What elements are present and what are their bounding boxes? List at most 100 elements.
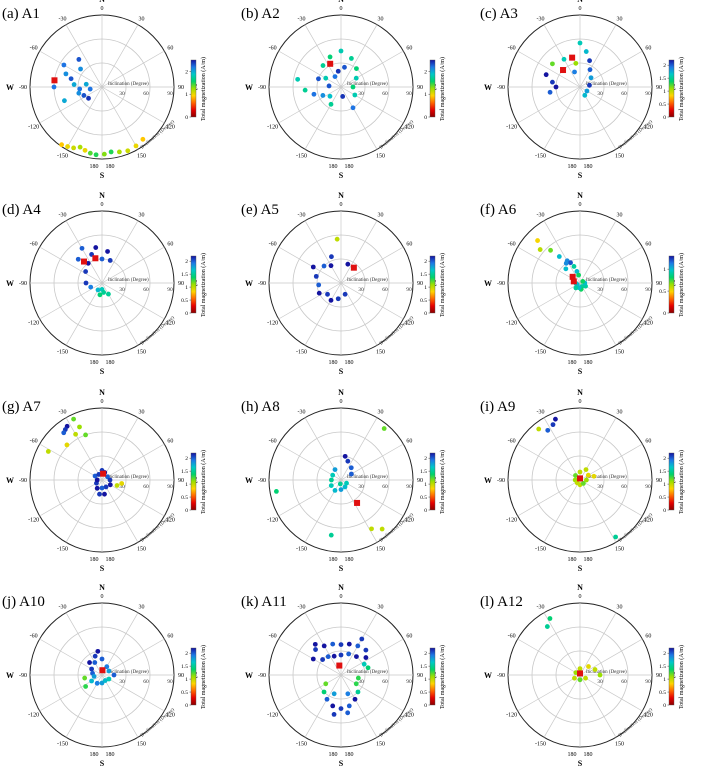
declination-tick-label: 60: [167, 46, 173, 52]
declination-tick-label: -30: [537, 213, 545, 219]
magnetization-point: [584, 477, 589, 483]
colorbar: [190, 255, 197, 314]
magnetization-point: [355, 675, 361, 681]
declination-spoke: [39, 50, 103, 88]
declination-tick-label: -90: [258, 478, 266, 484]
inclination-tick-label: 90: [645, 287, 651, 293]
declination-spoke: [579, 479, 617, 543]
colorbar-tick-label: 0: [185, 703, 188, 709]
magnetization-point: [82, 147, 88, 153]
inclination-axis-label: Inclination (Degree): [586, 670, 627, 675]
declination-axis-label: Declination (Degree): [140, 315, 176, 346]
magnetization-point: [79, 245, 85, 251]
reference-square: [569, 54, 576, 61]
inclination-tick-label: 30: [597, 679, 603, 685]
magnetization-point: [345, 710, 351, 716]
inclination-tick-label: 90: [406, 91, 412, 97]
magnetization-point: [580, 480, 586, 486]
magnetization-point: [353, 75, 359, 81]
magnetization-point: [312, 641, 318, 647]
inclination-tick-label: 30: [597, 287, 603, 293]
stereonet-panel: (d) A4 0306090120150180-150-120-90-60-301…: [2, 191, 207, 376]
compass-south: S: [100, 367, 105, 376]
declination-spoke: [579, 479, 643, 517]
inclination-axis-label: Inclination (Degree): [108, 670, 149, 675]
panel-title: (b) A2: [241, 6, 280, 22]
declination-tick-label: -60: [269, 242, 277, 248]
declination-spoke: [340, 638, 404, 676]
inclination-tick-label: 90: [167, 484, 173, 490]
declination-spoke: [101, 246, 165, 284]
declination-tick-label: -60: [30, 242, 38, 248]
compass-north: N: [577, 191, 583, 200]
magnetization-point: [568, 260, 573, 266]
declination-tick-label: 0: [340, 594, 343, 600]
declination-tick-label: 0: [101, 399, 104, 405]
magnetization-point: [548, 247, 553, 253]
magnetization-point: [537, 247, 543, 252]
declination-tick-label: 60: [406, 242, 412, 248]
declination-tick-label: 180: [90, 752, 99, 758]
magnetization-point: [342, 64, 347, 70]
declination-tick-label: 180: [584, 557, 593, 563]
magnetization-point: [583, 467, 589, 473]
colorbar-tick-label: 0: [185, 508, 188, 514]
declination-spoke: [340, 479, 378, 543]
magnetization-point: [71, 82, 77, 87]
declination-tick-label: -90: [497, 478, 505, 484]
magnetization-point: [332, 467, 338, 473]
declination-spoke: [543, 612, 581, 676]
colorbar: [668, 59, 675, 118]
magnetization-point: [348, 471, 354, 477]
magnetization-point: [332, 487, 338, 493]
magnetization-point: [89, 666, 95, 672]
declination-axis-label: Declination (Degree): [618, 315, 654, 346]
declination-tick-label: -30: [59, 410, 67, 416]
declination-tick-label: 180: [106, 557, 115, 563]
reference-square: [81, 258, 88, 265]
magnetization-point: [346, 651, 352, 657]
declination-tick-label: -90: [258, 281, 266, 287]
declination-axis-label: Declination (Degree): [140, 512, 176, 543]
magnetization-point: [572, 675, 577, 681]
declination-spoke: [543, 86, 581, 150]
magnetization-point: [323, 681, 329, 687]
declination-tick-label: -30: [298, 17, 306, 23]
declination-spoke: [340, 282, 404, 320]
declination-tick-label: 0: [579, 202, 582, 208]
magnetization-point: [342, 453, 348, 459]
declination-spoke: [65, 282, 103, 346]
colorbar-tick-label: 0: [424, 703, 427, 709]
colorbar-tick-label: 0: [185, 115, 188, 121]
compass-west: W: [484, 83, 492, 92]
colorbar-tick-label: 0.5: [181, 690, 188, 696]
declination-tick-label: -30: [298, 213, 306, 219]
declination-tick-label: -90: [497, 85, 505, 91]
colorbar: [429, 647, 436, 706]
inclination-tick-label: 60: [621, 484, 627, 490]
compass-south: S: [339, 759, 344, 768]
panel-title: (l) A12: [480, 594, 523, 610]
inclination-axis-label: Inclination (Degree): [347, 475, 388, 480]
declination-tick-label: -90: [258, 673, 266, 679]
magnetization-point: [340, 94, 346, 99]
declination-spoke: [579, 86, 643, 124]
declination-spoke: [340, 24, 378, 88]
reference-square: [577, 670, 583, 677]
magnetization-point: [344, 480, 349, 486]
declination-spoke: [579, 443, 643, 481]
declination-spoke: [517, 86, 581, 124]
colorbar-tick-label: 1: [185, 482, 188, 488]
colorbar-tick-label: 1.5: [181, 664, 188, 670]
inclination-tick-label: 30: [119, 679, 125, 685]
declination-tick-label: 180: [584, 360, 593, 366]
declination-spoke: [579, 246, 643, 284]
declination-tick-label: 150: [137, 546, 146, 552]
compass-west: W: [484, 671, 492, 680]
declination-spoke: [39, 86, 103, 124]
colorbar-tick-label: 0.5: [420, 495, 427, 501]
stereonet-panel: (e) A5 0306090120150180-150-120-90-60-301…: [241, 191, 446, 376]
inclination-tick-label: 60: [382, 287, 388, 293]
declination-tick-label: 30: [139, 17, 145, 23]
